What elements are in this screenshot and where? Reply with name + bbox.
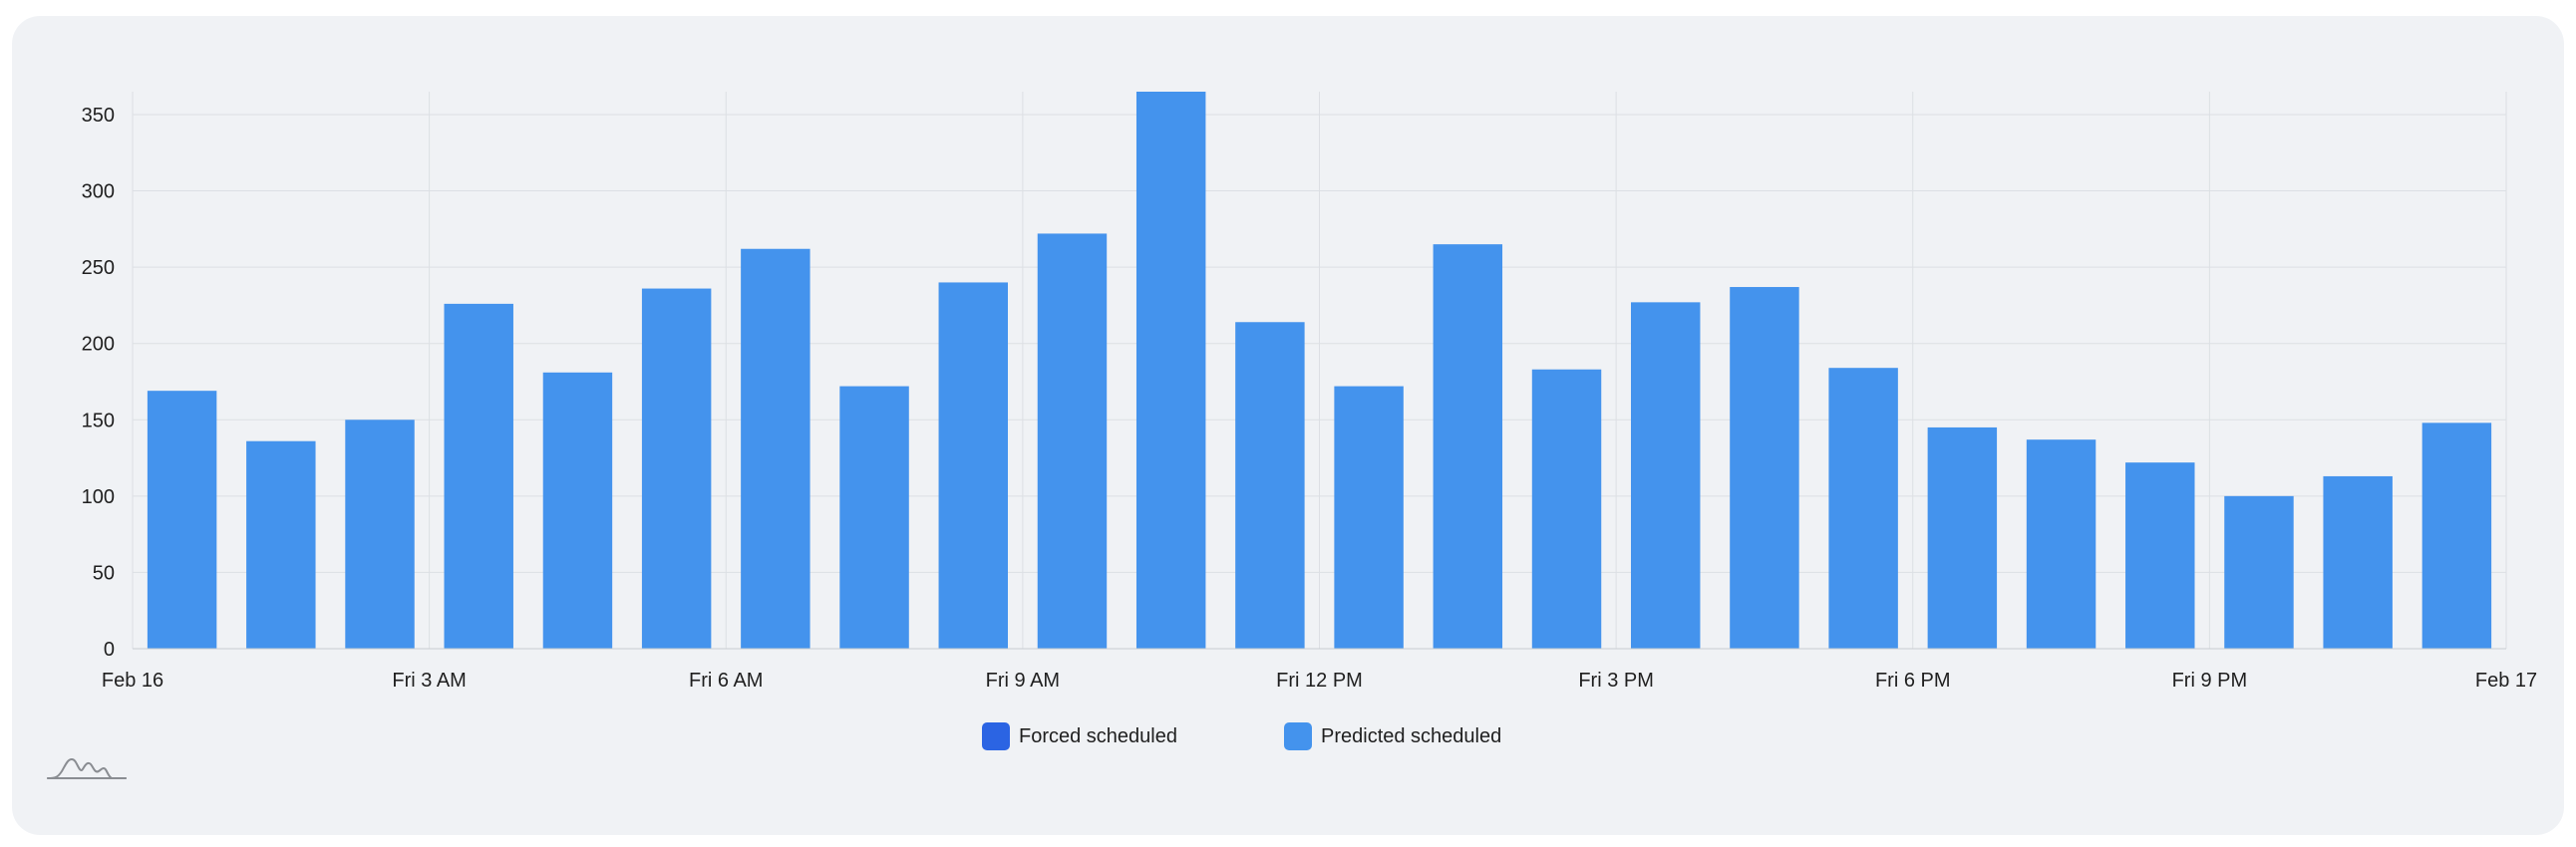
legend-swatch-predicted xyxy=(1284,722,1312,750)
y-tick-label: 200 xyxy=(82,334,115,356)
bar-predicted xyxy=(1631,302,1701,649)
legend-item-predicted[interactable]: Predicted scheduled xyxy=(1284,719,1501,753)
bar-predicted xyxy=(2125,462,2195,649)
bar-predicted xyxy=(641,288,712,649)
x-tick-label: Feb 16 xyxy=(102,670,163,692)
legend: Forced scheduled Predicted scheduled xyxy=(0,719,2576,753)
x-tick-label: Fri 12 PM xyxy=(1276,670,1363,692)
y-tick-label: 150 xyxy=(82,410,115,431)
x-tick-label: Fri 9 PM xyxy=(2172,670,2248,692)
grid-layer xyxy=(132,92,2507,650)
y-tick-label: 250 xyxy=(82,257,115,279)
bar-predicted xyxy=(345,420,415,649)
bar-predicted xyxy=(2026,439,2096,649)
y-tick-label: 0 xyxy=(104,639,115,661)
waveform-logo-icon xyxy=(47,758,127,779)
bar-predicted xyxy=(444,303,513,649)
bar-predicted xyxy=(1037,233,1108,650)
x-tick-label: Fri 3 PM xyxy=(1578,670,1654,692)
legend-item-forced[interactable]: Forced scheduled xyxy=(982,719,1177,753)
bar-predicted xyxy=(542,372,613,649)
bar-predicted xyxy=(1235,322,1305,649)
legend-swatch-forced xyxy=(982,722,1010,750)
bar-predicted xyxy=(741,248,810,649)
bar-predicted xyxy=(1730,287,1799,649)
bars-layer xyxy=(147,92,2492,650)
bar-predicted xyxy=(147,391,217,649)
x-tick-label: Feb 17 xyxy=(2475,670,2537,692)
y-tick-label: 300 xyxy=(82,181,115,203)
x-tick-label: Fri 3 AM xyxy=(392,670,466,692)
x-tick-label: Fri 6 PM xyxy=(1875,670,1951,692)
y-tick-label: 50 xyxy=(93,562,115,584)
bar-predicted xyxy=(246,440,316,649)
bar-predicted xyxy=(1433,244,1503,649)
axis-layer: 0 50 100 150 200 250 300 350 Feb 16 Fri 3 AM Fri 6… xyxy=(82,105,2538,692)
bar-predicted xyxy=(1828,368,1898,649)
bar-predicted xyxy=(2224,495,2294,649)
bar-predicted xyxy=(1334,386,1404,649)
bar-predicted xyxy=(1531,369,1602,649)
y-tick-label: 100 xyxy=(82,486,115,508)
bar-predicted xyxy=(1135,92,1206,649)
legend-label-forced: Forced scheduled xyxy=(1019,724,1177,747)
x-tick-label: Fri 9 AM xyxy=(986,670,1060,692)
x-tick-label: Fri 6 AM xyxy=(689,670,763,692)
bar-predicted xyxy=(2323,475,2393,649)
legend-label-predicted: Predicted scheduled xyxy=(1321,724,1502,747)
bar-predicted xyxy=(938,282,1008,649)
bar-predicted xyxy=(2421,423,2492,649)
bar-predicted xyxy=(839,386,909,649)
bar-predicted xyxy=(1927,426,1998,649)
y-tick-label: 350 xyxy=(82,105,115,127)
